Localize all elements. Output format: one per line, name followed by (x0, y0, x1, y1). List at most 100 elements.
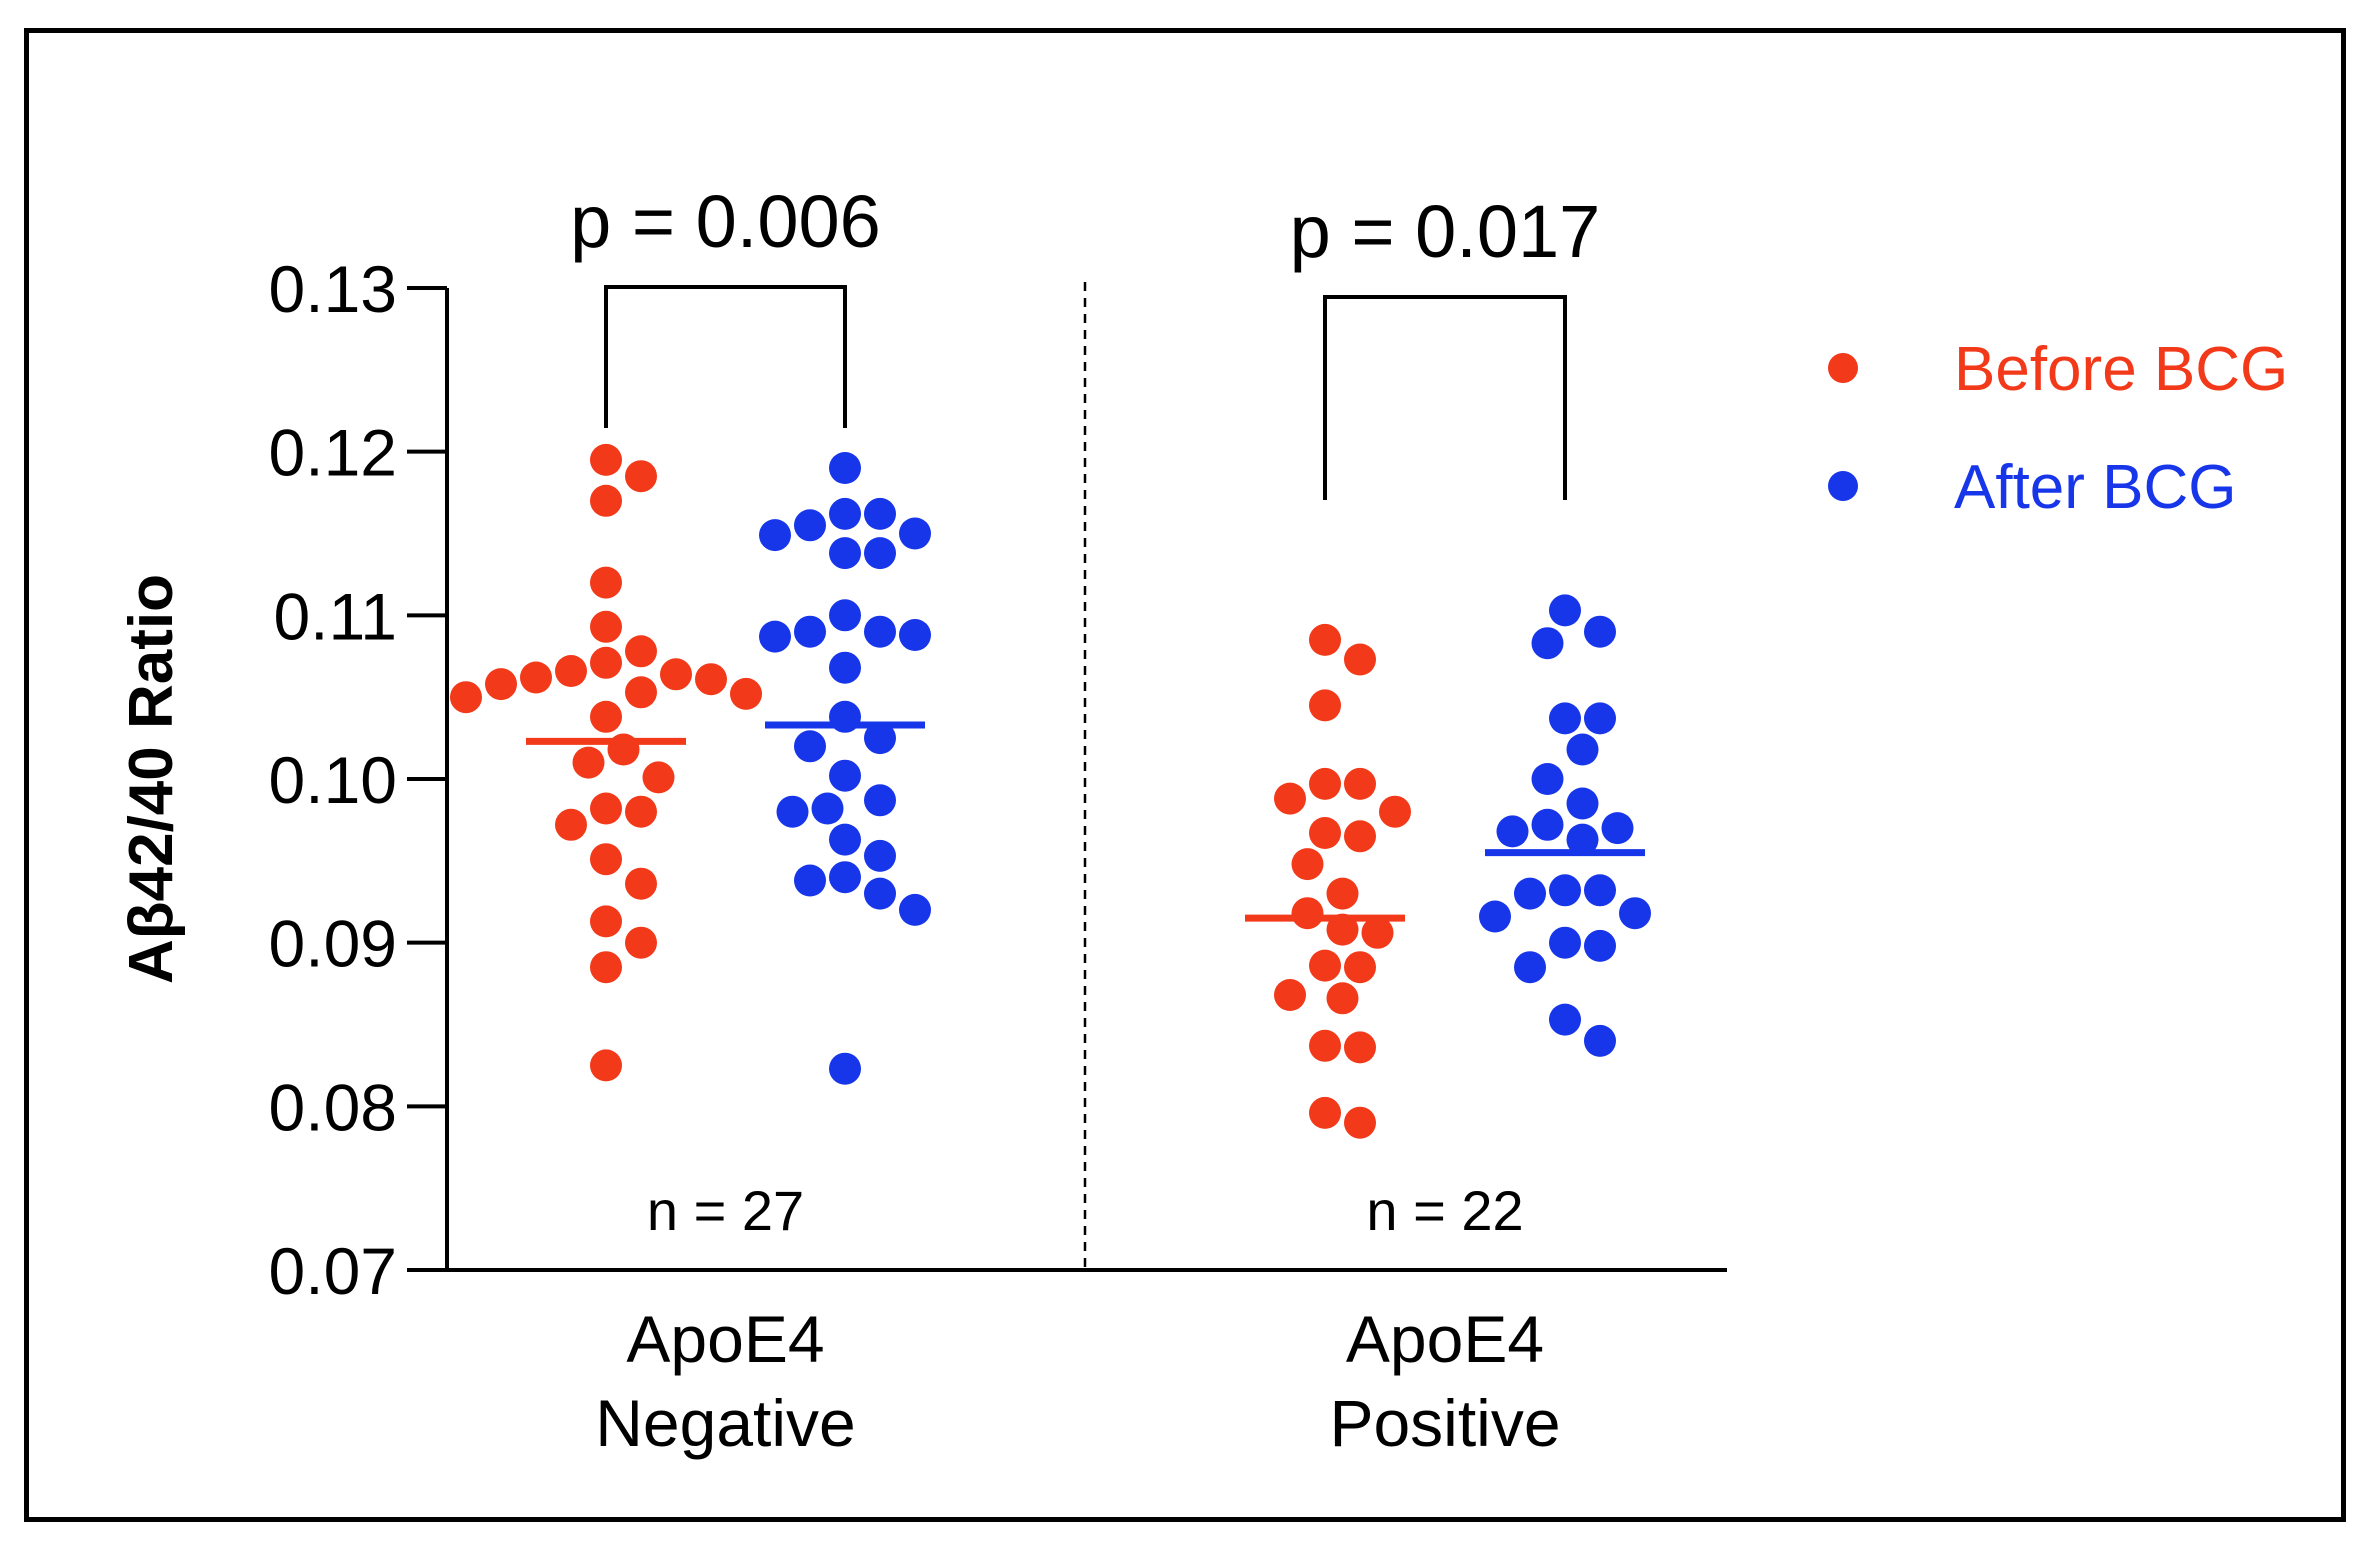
data-point-before-g2-18 (1326, 982, 1359, 1015)
data-point-before-g1-4 (590, 566, 622, 599)
data-point-after-g1-17 (794, 730, 826, 763)
data-point-after-g2-6 (1566, 733, 1599, 766)
data-point-before-g2-10 (1291, 848, 1324, 881)
data-point-before-g2-4 (1309, 767, 1341, 800)
data-point-after-g1-13 (759, 620, 791, 653)
legend-marker-2 (1828, 471, 1858, 501)
data-point-before-g1-21 (625, 795, 657, 828)
data-point-before-g2-1 (1309, 623, 1341, 656)
data-point-before-g2-19 (1309, 1029, 1341, 1062)
data-point-before-g1-2 (625, 460, 657, 493)
data-point-before-g1-6 (625, 635, 657, 668)
data-point-after-g2-14 (1584, 874, 1616, 907)
data-point-before-g2-2 (1344, 643, 1376, 676)
data-point-before-g2-21 (1309, 1096, 1341, 1129)
data-point-after-g1-23 (864, 839, 896, 872)
axes: 0.07 0.08 0.09 0.10 0.11 0.12 0.13 (269, 252, 1727, 1308)
data-point-before-g1-7 (590, 646, 622, 679)
data-point-after-g2-7 (1531, 763, 1564, 795)
x-category-label-line1-g2: ApoE4 (1346, 1302, 1544, 1376)
data-point-after-g1-1 (829, 452, 861, 484)
x-category-label-line1-g1: ApoE4 (626, 1302, 824, 1376)
data-point-after-g1-3 (864, 497, 896, 530)
data-point-before-g2-7 (1379, 795, 1411, 828)
y-tick-label: 0.08 (269, 1070, 397, 1144)
x-category-label-line2-g1: Negative (595, 1386, 856, 1460)
chart-marks (450, 443, 1651, 1139)
y-tick-label: 0.12 (269, 416, 397, 490)
data-point-before-g1-14 (730, 677, 762, 710)
data-point-before-g1-9 (660, 658, 692, 691)
data-point-after-g2-5 (1584, 702, 1616, 735)
data-point-after-g1-28 (829, 1052, 861, 1085)
legend: Before BCG After BCG (1828, 335, 2288, 522)
data-point-before-g1-16 (590, 700, 622, 733)
data-point-after-g1-12 (899, 619, 931, 651)
data-point-before-g2-3 (1309, 689, 1341, 722)
data-point-after-g2-11 (1496, 815, 1529, 848)
data-point-before-g1-26 (625, 926, 657, 959)
data-point-after-g1-11 (794, 615, 826, 648)
data-point-after-g2-18 (1549, 926, 1581, 959)
data-point-after-g2-4 (1549, 702, 1581, 735)
data-point-after-g1-8 (864, 537, 896, 570)
data-point-after-g2-13 (1549, 874, 1581, 907)
chart-labels: Aβ42/40 Ratio p = 0.006 n = 27 ApoE4 Negativ… (117, 180, 1600, 1460)
data-point-after-g2-16 (1619, 897, 1651, 930)
data-point-after-g1-26 (864, 877, 896, 910)
data-point-before-g1-23 (590, 843, 622, 876)
data-point-after-g2-12 (1566, 823, 1599, 856)
data-point-before-g1-11 (695, 663, 727, 696)
data-point-after-g2-9 (1531, 808, 1564, 841)
data-point-after-g2-22 (1584, 1024, 1616, 1057)
data-point-before-g1-28 (590, 1049, 622, 1082)
data-point-before-g2-6 (1274, 782, 1306, 815)
data-point-after-g1-27 (899, 893, 931, 926)
data-point-after-g2-8 (1566, 787, 1599, 820)
data-point-after-g1-21 (776, 795, 809, 828)
legend-label-2: After BCG (1954, 453, 2237, 522)
data-point-after-g1-5 (899, 517, 931, 550)
y-tick-label: 0.09 (269, 907, 397, 981)
y-tick-label: 0.13 (269, 252, 397, 326)
legend-marker-1 (1828, 353, 1858, 383)
data-point-after-g1-2 (829, 497, 861, 530)
data-point-before-g1-13 (625, 676, 657, 709)
data-point-after-g2-21 (1549, 1003, 1581, 1036)
significance-bracket-g2 (1323, 295, 1567, 500)
data-point-before-g2-5 (1344, 767, 1376, 800)
data-point-before-g1-25 (590, 905, 622, 938)
data-point-after-g1-25 (794, 864, 826, 897)
data-point-after-g1-20 (811, 792, 844, 825)
data-point-before-g1-1 (590, 443, 622, 476)
data-point-after-g2-2 (1584, 615, 1616, 648)
data-point-before-g1-18 (572, 746, 605, 779)
y-tick-label: 0.10 (269, 743, 397, 817)
data-point-before-g2-8 (1309, 817, 1341, 849)
x-category-label-line2-g2: Positive (1329, 1386, 1560, 1460)
data-point-after-g1-6 (759, 519, 791, 552)
n-label-g2: n = 22 (1366, 1179, 1523, 1242)
n-label-g1: n = 27 (647, 1179, 804, 1242)
legend-label-1: Before BCG (1954, 335, 2288, 404)
data-point-after-g1-24 (829, 861, 861, 894)
data-point-before-g2-22 (1344, 1106, 1376, 1139)
data-point-before-g2-15 (1309, 949, 1341, 982)
data-point-before-g1-12 (485, 668, 517, 701)
data-point-before-g1-19 (642, 761, 675, 794)
significance-bracket-g1 (604, 285, 847, 428)
data-point-before-g2-17 (1274, 979, 1306, 1011)
data-point-before-g2-14 (1361, 916, 1394, 949)
y-axis-label: Aβ42/40 Ratio (117, 574, 186, 984)
data-point-before-g2-11 (1326, 877, 1359, 910)
data-point-after-g1-7 (829, 537, 861, 570)
data-point-after-g1-10 (864, 615, 896, 648)
data-point-after-g2-1 (1549, 594, 1581, 627)
data-point-after-g1-19 (864, 784, 896, 817)
p-value-label-g1: p = 0.006 (570, 180, 881, 263)
data-point-after-g2-10 (1601, 812, 1634, 845)
data-point-after-g1-16 (864, 722, 896, 755)
data-point-before-g1-10 (520, 661, 552, 694)
data-point-before-g1-15 (450, 681, 482, 714)
